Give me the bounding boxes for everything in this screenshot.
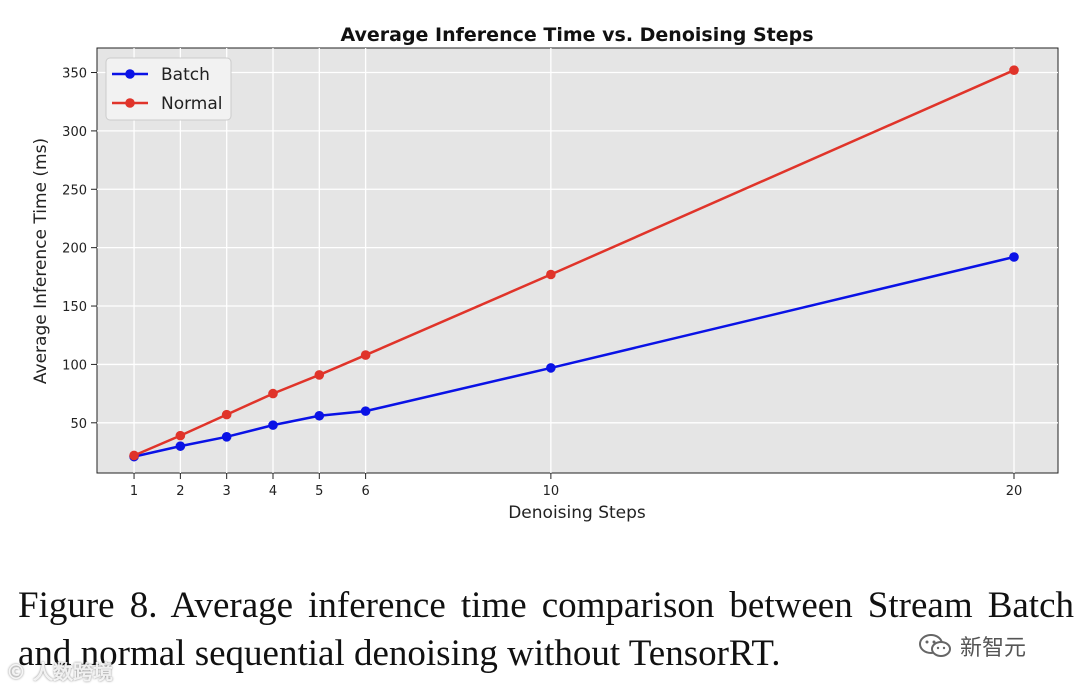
x-tick-label: 6: [361, 484, 369, 499]
line-chart: Average Inference Time vs. Denoising Ste…: [31, 24, 1059, 523]
legend: Batch Normal: [105, 57, 232, 121]
data-point-batch: [314, 410, 325, 421]
watermark-right-text: 新智元: [960, 636, 1027, 661]
y-axis-label: Average Inference Time (ms): [31, 138, 51, 384]
y-tick-label: 350: [62, 67, 87, 82]
data-point-normal: [546, 269, 556, 280]
data-point-batch: [268, 420, 278, 430]
x-tick-label: 5: [315, 484, 323, 499]
data-point-normal: [175, 430, 186, 441]
grid: [97, 48, 1058, 473]
x-tick-label: 20: [1006, 484, 1023, 499]
y-tick-label: 100: [62, 358, 87, 373]
x-axis: 1 2 3 4 5 6 10 20: [130, 473, 1022, 499]
wechat-icon: [919, 634, 951, 657]
x-tick-label: 1: [130, 484, 138, 499]
legend-marker-normal: [125, 98, 135, 108]
legend-label-batch: Batch: [161, 65, 210, 85]
y-tick-label: 50: [70, 417, 87, 432]
y-tick-label: 200: [62, 242, 87, 257]
chart-title: Average Inference Time vs. Denoising Ste…: [340, 24, 813, 46]
x-tick-label: 3: [223, 484, 231, 499]
legend-marker-batch: [125, 69, 135, 79]
y-tick-label: 150: [62, 300, 87, 315]
data-point-normal: [268, 388, 278, 399]
data-point-normal: [314, 370, 325, 380]
x-axis-label: Denoising Steps: [508, 503, 646, 523]
data-point-batch: [175, 441, 186, 451]
plot-area: [96, 47, 1059, 474]
x-tick-label: 4: [269, 484, 277, 499]
data-point-normal: [360, 350, 371, 360]
figure-caption: Figure 8. Average inference time compari…: [18, 585, 1074, 674]
y-tick-label: 300: [62, 125, 87, 140]
data-point-normal: [1009, 65, 1019, 75]
data-point-batch: [1009, 252, 1019, 262]
x-tick-label: 2: [176, 484, 184, 499]
x-tick-label: 10: [543, 484, 560, 499]
watermark-left: © 人数跨境: [6, 660, 113, 684]
data-point-batch: [546, 363, 556, 373]
data-point-normal: [221, 409, 232, 420]
legend-label-normal: Normal: [161, 94, 223, 114]
data-point-normal: [129, 450, 139, 461]
y-tick-label: 250: [62, 183, 87, 198]
y-axis: 50 100 150 200 250 300 350: [62, 67, 97, 432]
watermark-right: 新智元: [918, 630, 1026, 662]
series-layer: [129, 65, 1019, 462]
data-point-batch: [221, 432, 232, 442]
data-point-batch: [360, 406, 371, 416]
series-line-batch: [133, 255, 1015, 458]
series-line-normal: [133, 69, 1015, 457]
